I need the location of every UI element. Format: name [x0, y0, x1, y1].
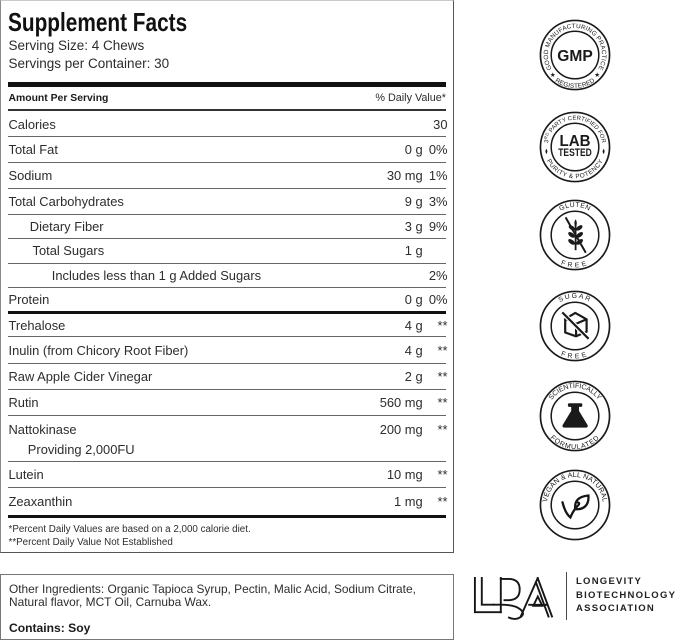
svg-text:SUGAR: SUGAR — [558, 293, 593, 304]
svg-text:★: ★ — [550, 71, 556, 79]
svg-text:FREE: FREE — [560, 350, 590, 360]
svg-text:TESTED: TESTED — [558, 147, 592, 159]
svg-text:VEGAN & ALL NATURAL: VEGAN & ALL NATURAL — [541, 471, 609, 503]
svg-text:LAB: LAB — [560, 133, 591, 150]
svg-text:GLUTEN: GLUTEN — [559, 202, 592, 213]
svg-text:GMP: GMP — [557, 48, 593, 65]
svg-text:FREE: FREE — [560, 260, 590, 270]
svg-text:PURITY & POTENCY: PURITY & POTENCY — [545, 158, 605, 181]
svg-text:★: ★ — [594, 71, 600, 79]
svg-text:FORMULATED: FORMULATED — [549, 434, 601, 451]
